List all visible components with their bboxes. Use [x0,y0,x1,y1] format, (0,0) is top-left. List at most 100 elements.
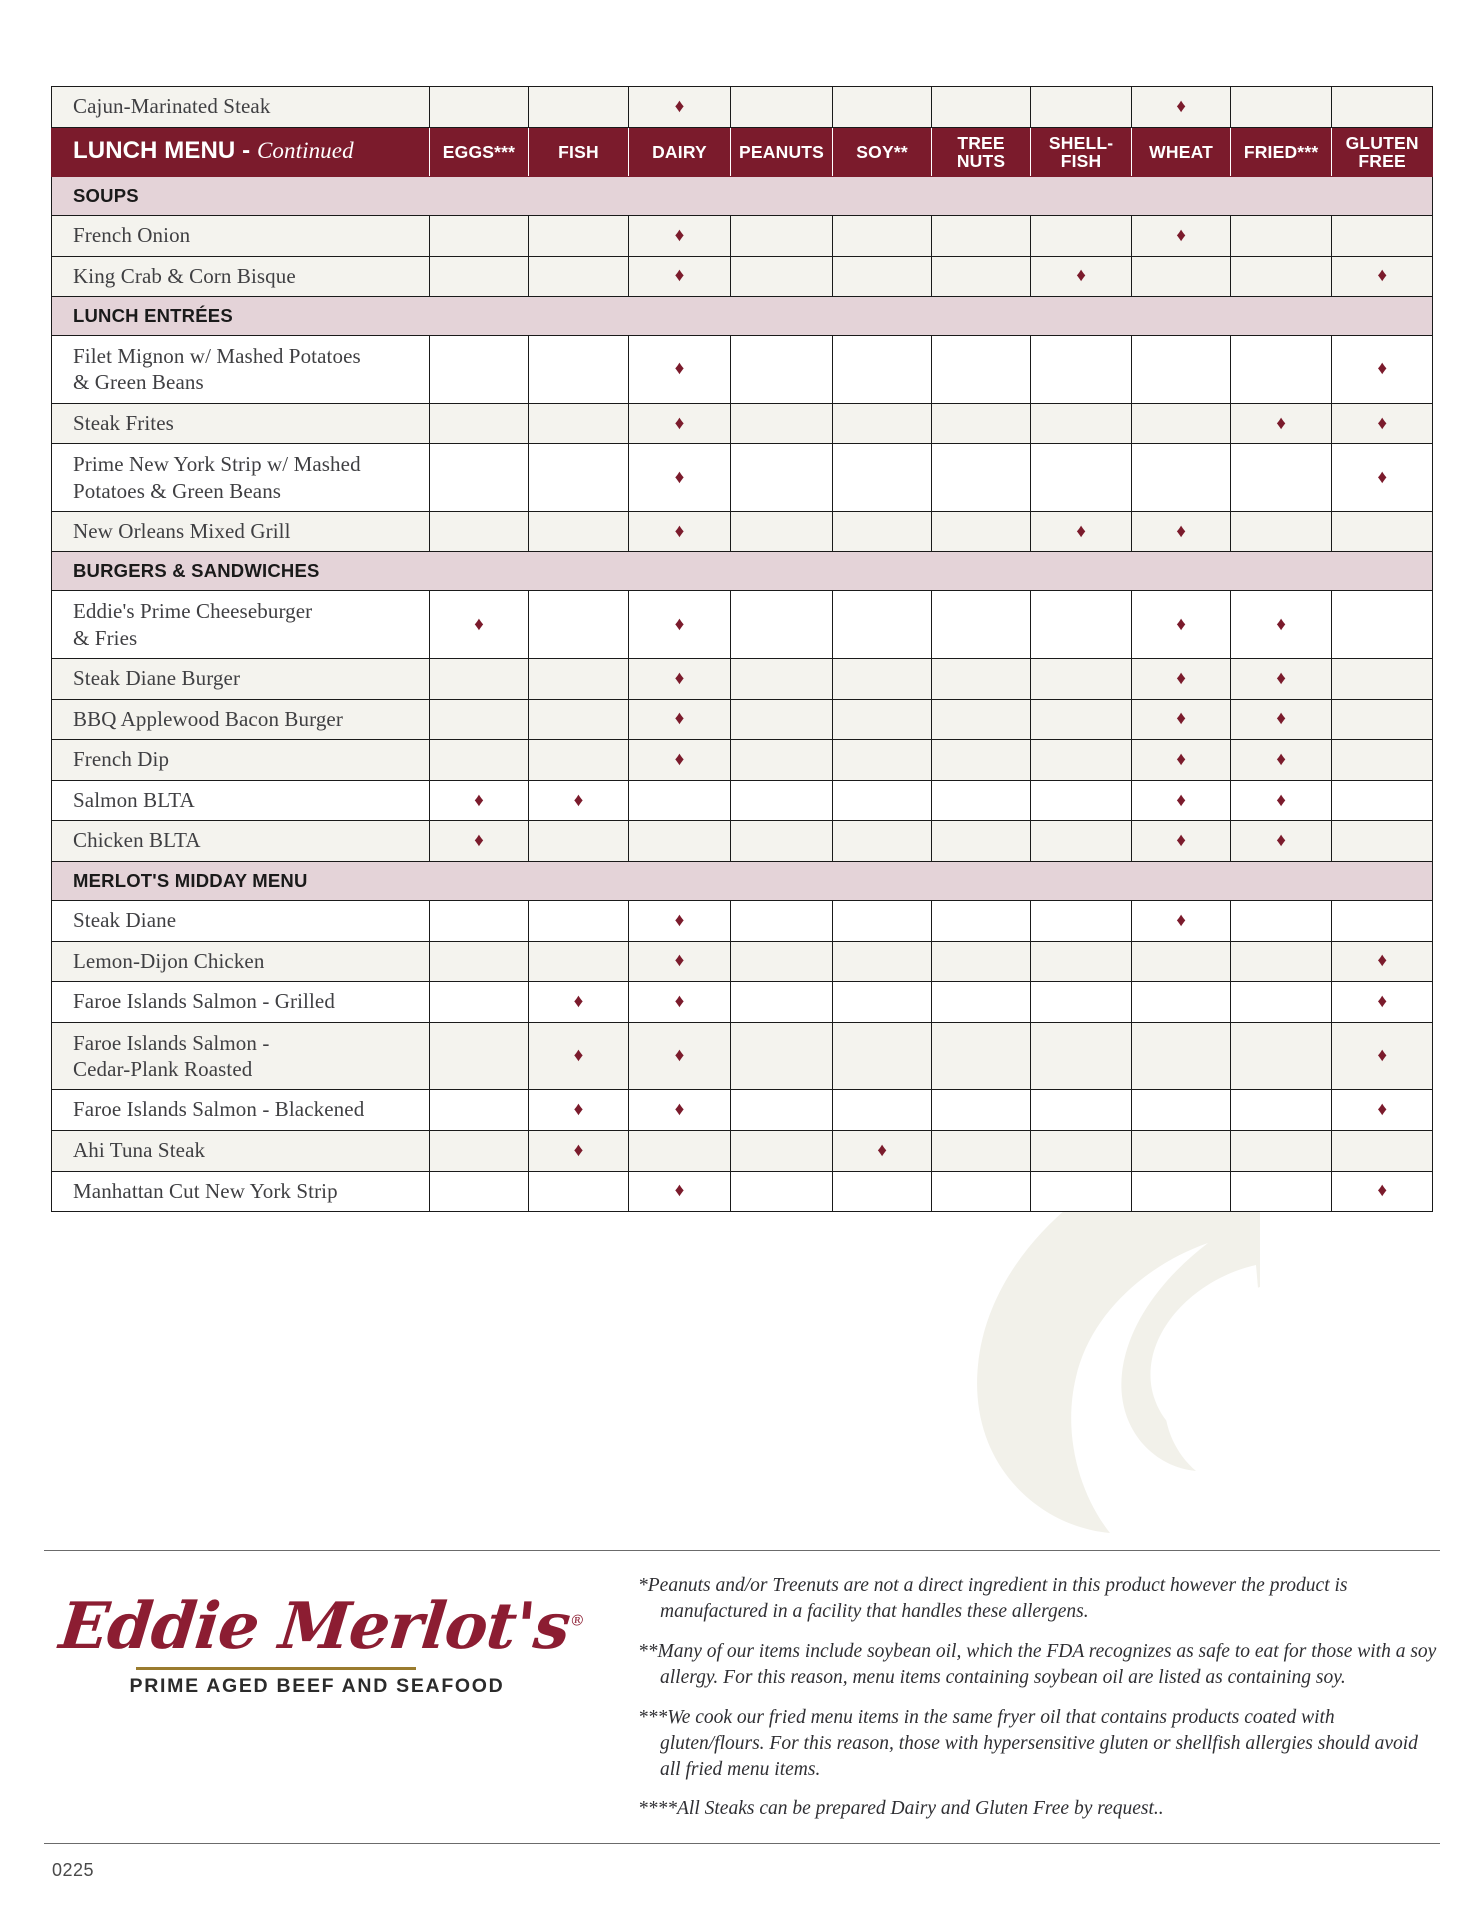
allergen-mark-cell-active: ♦ [627,214,732,257]
diamond-icon: ♦ [877,1139,887,1161]
allergen-mark-cell-empty [1029,214,1133,257]
allergen-mark-cell-empty [1331,739,1433,781]
footnote-4: ****All Steaks can be prepared Dairy and… [638,1798,1164,1820]
allergen-mark-cell-empty [931,402,1031,445]
allergen-mark-cell-empty [730,402,833,445]
allergen-mark-cell-empty [428,698,530,741]
allergen-mark-cell-empty [1331,590,1433,659]
allergen-mark-cell-empty [931,779,1031,822]
footnotes: *Peanuts and/or Treenuts are not a direc… [638,1573,1438,1822]
diamond-icon: ♦ [1377,466,1388,488]
allergen-mark-cell-active: ♦ [627,1021,732,1091]
allergen-mark-cell-empty [931,940,1031,983]
allergen-mark-cell-empty [730,335,833,404]
diamond-icon: ♦ [1276,708,1286,730]
table-row: Lemon-Dijon Chicken ♦ ♦ [51,940,1433,983]
allergen-mark-cell-empty [1229,335,1333,404]
allergen-mark-cell-empty [730,1129,833,1172]
allergen-mark-cell-empty [931,698,1031,741]
allergen-mark-cell-empty [428,86,530,128]
diamond-icon: ♦ [1276,789,1286,811]
allergen-mark-cell-active: ♦ [1331,940,1433,983]
allergen-mark-cell-empty [831,698,933,741]
menu-item-name: Eddie's Prime Cheeseburger & Fries [51,590,430,659]
allergen-mark-cell-empty [528,214,629,257]
allergen-mark-cell-empty [831,1170,933,1213]
footer-top-divider [44,1550,1440,1551]
allergen-mark-cell-active: ♦ [627,590,732,659]
allergen-mark-cell-empty [931,820,1031,862]
allergen-mark-cell-empty [730,214,833,257]
diamond-icon: ♦ [1176,520,1186,542]
allergen-mark-cell-active: ♦ [627,335,732,404]
allergen-mark-cell-active: ♦ [1229,820,1333,862]
allergen-mark-cell-active: ♦ [428,820,530,862]
allergen-mark-cell-empty [528,510,629,553]
allergen-mark-cell-empty [831,443,933,512]
diamond-icon: ♦ [474,789,484,811]
allergen-mark-cell-empty [528,899,629,942]
diamond-icon: ♦ [674,708,685,730]
diamond-icon: ♦ [1377,1045,1388,1067]
table-row: Manhattan Cut New York Strip ♦ ♦ [51,1170,1433,1213]
allergen-mark-cell-empty [1229,214,1333,257]
menu-item-name: New Orleans Mixed Grill [51,510,430,553]
footnote-2: **Many of our items include soybean oil,… [638,1640,1437,1688]
section-title: SOUPS [51,175,1433,216]
allergen-mark-cell-empty [730,443,833,512]
allergen-mark-cell-empty [831,1021,933,1091]
menu-item-name: French Onion [51,214,430,257]
diamond-icon: ♦ [1076,265,1086,287]
allergen-mark-cell-empty [730,1089,833,1131]
menu-item-name: Prime New York Strip w/ Mashed Potatoes &… [51,443,430,512]
diamond-icon: ♦ [674,265,685,287]
allergen-mark-cell-active: ♦ [1229,698,1333,741]
allergen-mark-cell-empty [1131,1170,1231,1213]
menu-item-name: Salmon BLTA [51,779,430,822]
allergen-mark-cell-empty [528,1170,629,1213]
diamond-icon: ♦ [1276,412,1286,434]
allergen-mark-cell-empty [730,1021,833,1091]
allergen-mark-cell-empty [1229,1129,1333,1172]
allergen-mark-cell-empty [730,940,833,983]
diamond-icon: ♦ [1276,667,1286,689]
allergen-mark-cell-empty [1331,1129,1433,1172]
column-header-fried: FRIED*** [1229,126,1333,177]
allergen-mark-cell-empty [528,820,629,862]
allergen-mark-cell-empty [528,402,629,445]
allergen-mark-cell-active: ♦ [528,981,629,1023]
allergen-mark-cell-empty [931,86,1031,128]
allergen-mark-cell-active: ♦ [428,779,530,822]
allergen-mark-cell-empty [1131,1089,1231,1131]
allergen-mark-cell-empty [931,981,1031,1023]
allergen-mark-cell-active: ♦ [1331,1170,1433,1213]
allergen-mark-cell-empty [831,214,933,257]
allergen-mark-cell-empty [831,779,933,822]
allergen-mark-cell-active: ♦ [627,443,732,512]
allergen-mark-cell-empty [428,402,530,445]
page-code: 0225 [52,1860,95,1880]
allergen-mark-cell-active: ♦ [627,402,732,445]
allergen-mark-cell-empty [831,335,933,404]
allergen-mark-cell-empty [1229,1089,1333,1131]
section-title: LUNCH ENTRÉES [51,296,1433,337]
allergen-mark-cell-empty [730,657,833,700]
allergen-mark-cell-active: ♦ [1331,443,1433,512]
allergen-mark-cell-empty [1029,940,1133,983]
diamond-icon: ♦ [1276,830,1286,852]
allergen-mark-cell-active: ♦ [1131,820,1231,862]
section-title: MERLOT'S MIDDAY MENU [51,860,1433,901]
diamond-icon: ♦ [1377,1099,1388,1121]
allergen-mark-cell-active: ♦ [1331,402,1433,445]
allergen-mark-cell-empty [1331,214,1433,257]
allergen-mark-cell-active: ♦ [1131,510,1231,553]
table-row: Faroe Islands Salmon - Grilled ♦ ♦ ♦ [51,981,1433,1023]
allergen-mark-cell-active: ♦ [1131,899,1231,942]
logo-tagline: PRIME AGED BEEF AND SEAFOOD [129,1675,505,1697]
allergen-mark-cell-empty [428,940,530,983]
table-row: French Onion ♦ ♦ [51,214,1433,257]
allergen-mark-cell-empty [1229,940,1333,983]
diamond-icon: ♦ [674,1099,685,1121]
diamond-icon: ♦ [474,830,484,852]
allergen-mark-cell-empty [1331,86,1433,128]
